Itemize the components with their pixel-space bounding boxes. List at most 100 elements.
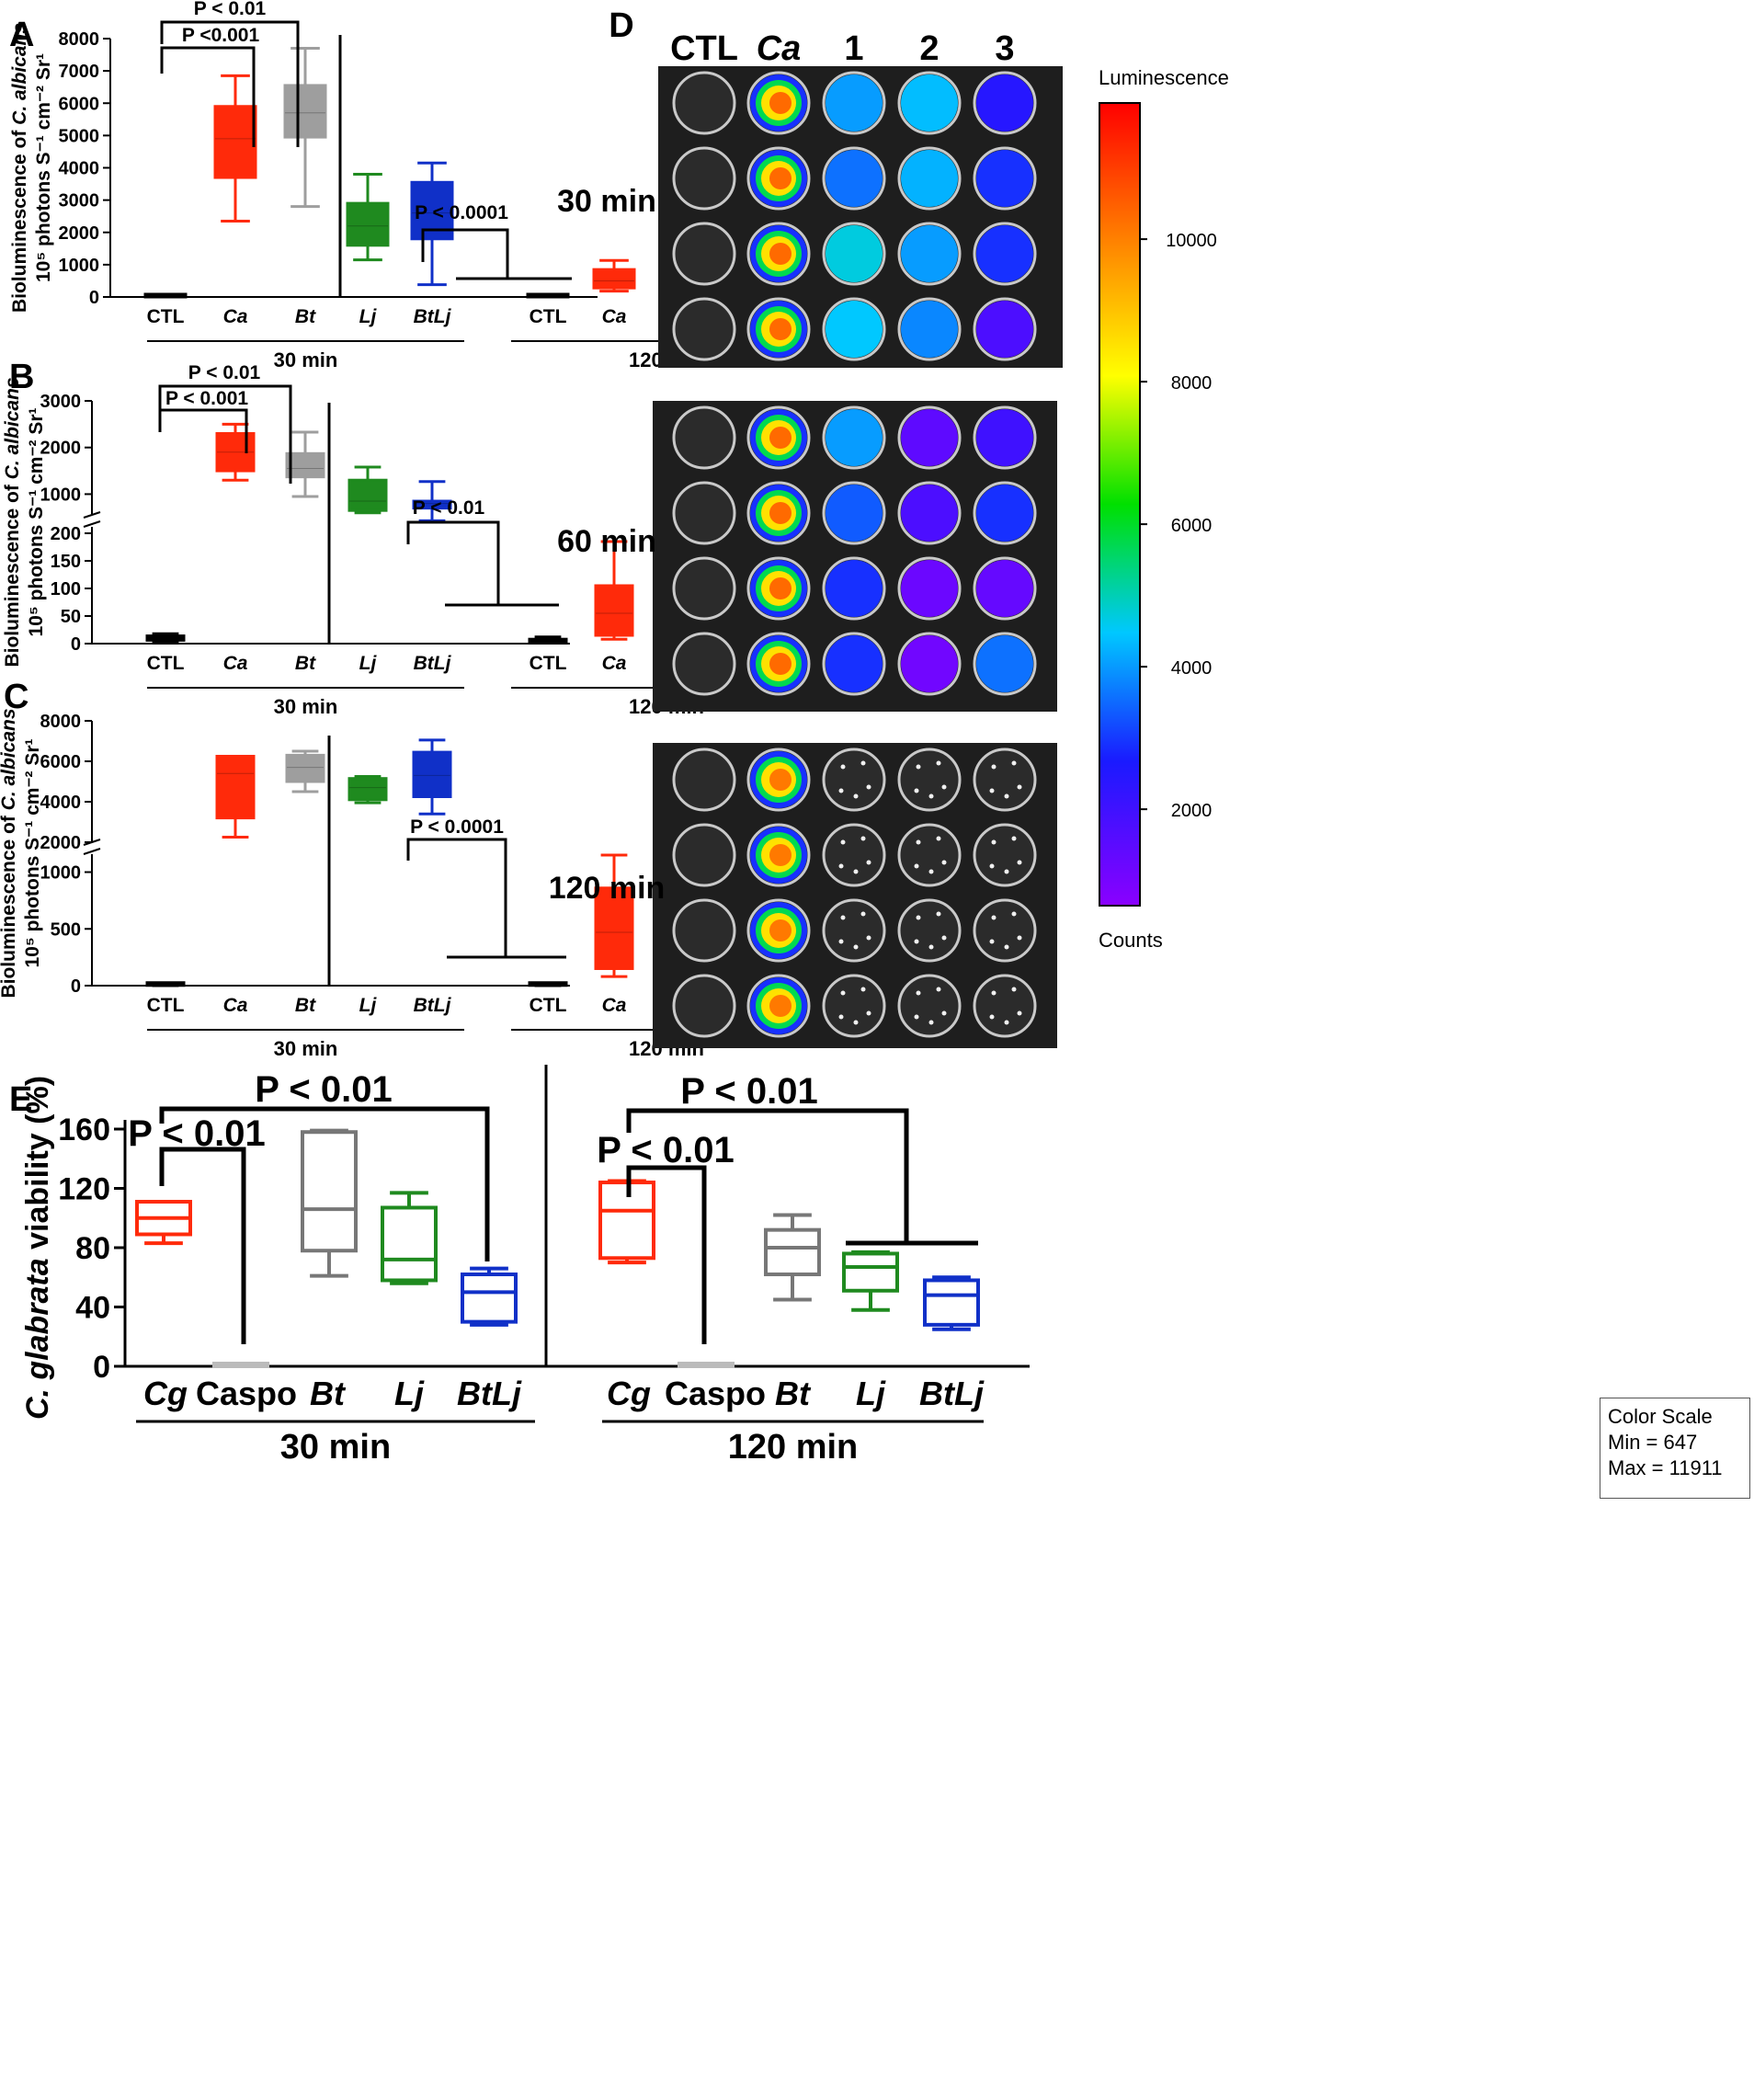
plate-speckle — [1011, 836, 1017, 841]
plate-speckle — [928, 944, 934, 950]
x-tick-label-A: CTL — [147, 306, 185, 327]
box-E-30-Caspo — [212, 1362, 269, 1368]
plate-well — [973, 898, 1037, 963]
plate-speckle — [914, 788, 919, 793]
y-axis-label-C: Bioluminescence of C. albicans — [0, 708, 19, 998]
plate-speckle — [838, 863, 844, 869]
y-tick-label-B: 1000 — [40, 485, 82, 505]
sig-bracket-B-1 — [158, 384, 292, 484]
axis-break-mark-B — [83, 511, 101, 519]
x-tick-label-E: Bt — [310, 1375, 347, 1412]
plate-column-label: 2 — [919, 29, 939, 68]
panel-label-B: B — [9, 358, 34, 396]
plate-speckle — [866, 1010, 871, 1016]
box-C-30-Ca — [215, 755, 256, 839]
y-tick-label-B: 50 — [61, 607, 81, 627]
plate-well-signal — [769, 995, 792, 1017]
plate-speckle — [928, 793, 934, 799]
x-tick-label-E: Lj — [856, 1375, 886, 1412]
plate-well — [822, 748, 886, 812]
sig-bracket-A-3 — [421, 228, 509, 279]
plate-speckle — [1004, 944, 1009, 950]
sig-label-E-2: P < 0.01 — [128, 1113, 265, 1154]
x-tick-label-E: Cg — [607, 1375, 651, 1412]
plate-speckle — [853, 793, 859, 799]
plate-speckle — [860, 987, 866, 992]
plate-well — [672, 556, 736, 621]
x-tick-label-B: Lj — [359, 653, 378, 674]
x-tick-label-B: CTL — [530, 653, 567, 674]
plate-well-signal — [769, 919, 792, 942]
x-tick-label-C: CTL — [147, 995, 185, 1016]
plate-speckle — [941, 935, 947, 941]
y-tick-label-C: 0 — [71, 976, 81, 997]
group-label-A: 30 min — [274, 348, 338, 371]
box-B-120-Ca — [594, 540, 634, 641]
plate-speckle — [941, 1010, 947, 1016]
x-tick-label-B: Bt — [295, 653, 316, 674]
plate-well-signal — [901, 635, 958, 692]
y-tick-label-E: 40 — [75, 1291, 110, 1326]
plate-speckle — [1011, 987, 1017, 992]
panel-label-A: A — [9, 16, 34, 54]
x-tick-label-B: Ca — [602, 653, 627, 674]
plate-speckle — [914, 863, 919, 869]
plate-well — [672, 146, 736, 211]
plate-well-signal — [769, 167, 792, 189]
plate-well-signal — [901, 225, 958, 282]
plate-speckle — [1004, 869, 1009, 874]
sig-label-A-2: P <0.001 — [182, 25, 260, 46]
plate-well — [672, 748, 736, 812]
plate-speckle — [1011, 760, 1017, 766]
plate-column-label: 1 — [844, 29, 863, 68]
x-tick-label-E: BtLj — [919, 1375, 985, 1412]
x-tick-label-E: BtLj — [457, 1375, 522, 1412]
box-C-30-Lj — [347, 775, 388, 805]
colorbar-tick-label: 6000 — [1171, 516, 1213, 536]
plate-well — [672, 405, 736, 470]
x-tick-label-E: Caspo — [196, 1375, 297, 1412]
y-axis-label-line2-A: 10⁵ photons S⁻¹ cm⁻² Sr¹ — [33, 53, 54, 282]
box-A-120-Ca — [592, 258, 636, 293]
plate-speckle — [991, 839, 997, 845]
plate-well — [973, 748, 1037, 812]
sig-label-E-3: P < 0.01 — [680, 1071, 817, 1112]
plate-speckle — [853, 869, 859, 874]
x-tick-label-A: CTL — [530, 306, 567, 327]
plate-well-signal — [826, 560, 883, 617]
colorbar-counts-label: Counts — [1099, 929, 1163, 952]
y-tick-label-B: 2000 — [40, 439, 82, 459]
plate-speckle — [991, 915, 997, 920]
x-tick-label-A: Ca — [602, 306, 627, 327]
plate-speckle — [936, 987, 941, 992]
group-label-E: 120 min — [728, 1428, 859, 1467]
plate-row-label: 120 min — [549, 871, 666, 906]
box-C-120-Ca — [594, 853, 634, 978]
plate-well — [672, 71, 736, 135]
y-tick-label-A: 7000 — [59, 62, 100, 82]
plate-column-label: CTL — [670, 29, 738, 68]
sig-bracket-E-1 — [159, 1106, 490, 1261]
plate-well-signal — [901, 150, 958, 207]
plate-well-signal — [901, 74, 958, 131]
plate-speckle — [936, 836, 941, 841]
y-tick-label-E: 0 — [93, 1350, 110, 1385]
group-label-C: 30 min — [274, 1037, 338, 1060]
sig-bracket-A-1 — [160, 20, 300, 147]
plate-well-signal — [976, 301, 1033, 358]
axis-break-mark-B — [83, 520, 101, 528]
x-tick-label-A: BtLj — [414, 306, 452, 327]
colorbar-tick-label: 4000 — [1171, 658, 1213, 679]
plate-speckle — [838, 939, 844, 944]
color-scale-title: Color Scale — [1608, 1405, 1713, 1428]
sig-bracket-C-1 — [406, 838, 507, 957]
plate-speckle — [866, 935, 871, 941]
color-scale-max: Max = 11911 — [1608, 1456, 1723, 1479]
box-E-30-Bt — [301, 1128, 358, 1278]
color-scale-box: Color Scale Min = 647 Max = 11911 — [1600, 1398, 1750, 1499]
plate-speckle — [989, 939, 995, 944]
x-tick-label-A: Bt — [295, 306, 316, 327]
colorbar-tick-label: 8000 — [1171, 373, 1213, 394]
plate-well — [897, 748, 962, 812]
x-tick-label-C: Lj — [359, 995, 378, 1016]
